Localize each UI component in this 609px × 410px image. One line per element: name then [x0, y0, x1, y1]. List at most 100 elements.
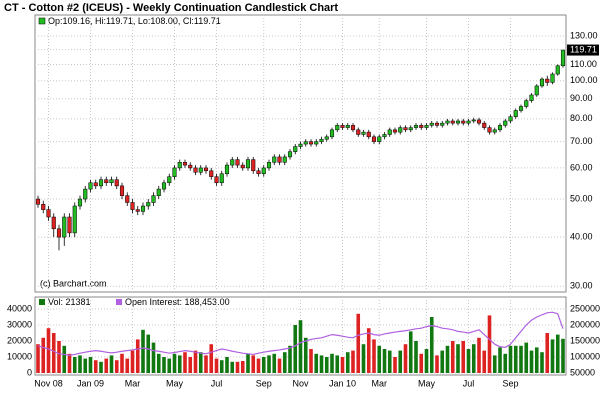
source-label: (c) Barchart.com	[40, 278, 107, 288]
candle-body	[398, 127, 403, 133]
candle-body	[177, 162, 182, 169]
volume-bar	[204, 355, 208, 373]
candle-body	[434, 122, 440, 126]
volume-bar	[445, 345, 450, 373]
volume-bar	[335, 355, 340, 373]
volume-bar	[251, 355, 256, 373]
volume-bar	[361, 344, 366, 373]
volume-bar	[282, 352, 287, 373]
candle-body	[146, 202, 151, 207]
candle-body	[114, 179, 119, 187]
volume-bar	[435, 355, 439, 373]
volume-bar	[429, 317, 434, 373]
volume-bar	[529, 350, 534, 373]
candle-body	[424, 125, 429, 128]
volume-tick-label: 0	[27, 367, 32, 377]
candle-body	[450, 120, 455, 124]
candle-body	[67, 216, 72, 234]
candle-body	[534, 85, 539, 96]
candle-body	[83, 188, 88, 200]
candle-body	[156, 188, 161, 196]
y-tick-label: 80.00	[570, 113, 593, 123]
volume-bar	[256, 358, 261, 373]
candle-body	[408, 127, 413, 131]
y-tick-label: 60.00	[570, 162, 593, 172]
volume-bar	[67, 353, 72, 373]
x-tick-label: Mar	[125, 378, 141, 388]
x-tick-label: Jul	[211, 378, 223, 388]
volume-bar	[219, 360, 224, 373]
x-tick-label: Sep	[502, 378, 518, 388]
volume-bar	[141, 329, 145, 373]
volume-tick-label: 10000	[7, 351, 32, 361]
candle-body	[182, 162, 188, 166]
candle-body	[277, 156, 282, 163]
x-tick-label: Mar	[372, 378, 388, 388]
candle-body	[209, 170, 214, 177]
volume-bar	[209, 344, 214, 373]
candle-body	[392, 129, 398, 133]
volume-bar	[198, 352, 203, 373]
volume-bar	[120, 353, 124, 373]
candle-body	[41, 203, 46, 210]
x-tick-label: May	[418, 378, 436, 388]
y-tick-label: 90.00	[570, 93, 593, 103]
volume-bar	[477, 337, 481, 373]
candle-body	[140, 205, 146, 212]
volume-bar	[450, 341, 455, 373]
volume-bar	[125, 358, 130, 373]
volume-bar	[324, 357, 329, 373]
candle-body	[560, 49, 566, 67]
candle-body	[203, 167, 209, 172]
volume-bar	[487, 315, 492, 373]
volume-bar	[466, 349, 471, 373]
candle-body	[119, 185, 125, 196]
volume-bar	[277, 358, 282, 373]
candle-body	[497, 125, 503, 131]
volume-bar	[372, 339, 376, 373]
candle-body	[550, 73, 555, 83]
y-tick-label: 130.00	[570, 30, 598, 40]
x-tick-label: Nov	[292, 378, 309, 388]
volume-bar	[356, 313, 361, 373]
candle-body	[445, 120, 450, 124]
volume-bar	[188, 357, 193, 373]
volume-bar	[534, 347, 539, 373]
candle-body	[298, 143, 303, 147]
volume-bar	[261, 357, 266, 373]
candle-body	[56, 228, 62, 238]
candle-body	[224, 164, 230, 174]
candle-body	[356, 129, 361, 135]
candle-body	[403, 127, 408, 131]
volume-bar	[246, 353, 250, 373]
volume-bar	[408, 331, 413, 373]
last-price-box	[567, 44, 599, 56]
ohlc-swatch	[38, 17, 46, 25]
candle-body	[371, 136, 377, 142]
candle-body	[429, 122, 434, 126]
candle-body	[188, 164, 193, 169]
candle-body	[503, 120, 508, 126]
volume-bar	[214, 358, 219, 373]
candle-body	[508, 116, 513, 122]
volume-bar	[156, 353, 161, 373]
volume-bar	[104, 358, 109, 373]
x-tick-label: May	[166, 378, 184, 388]
candle-body	[151, 195, 156, 203]
volume-bar	[78, 355, 82, 373]
candle-body	[366, 131, 371, 138]
volume-bar	[272, 353, 277, 373]
volume-bar	[340, 357, 345, 373]
candle-body	[492, 129, 497, 133]
oi-line	[37, 311, 564, 357]
volume-bar	[393, 357, 397, 373]
volume-bar	[440, 350, 445, 373]
candle-body	[46, 209, 51, 218]
oi-tick-label: 100000	[570, 351, 600, 361]
volume-bar	[387, 350, 392, 373]
candle-body	[93, 182, 98, 187]
volume-bar	[167, 358, 172, 373]
candle-body	[72, 205, 77, 234]
ohlc-label: Op:109.16, Hi:119.71, Lo:108.00, Cl:119.…	[48, 16, 221, 26]
